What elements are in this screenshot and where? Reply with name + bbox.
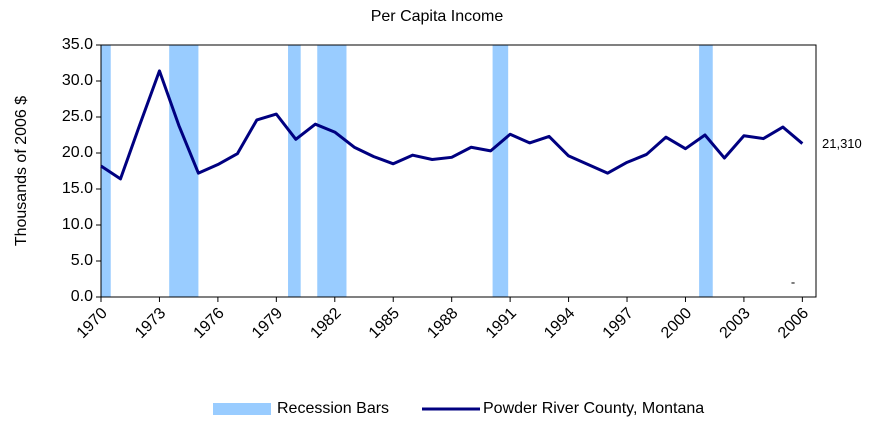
series-line: [100, 69, 804, 181]
y-axis-label: Thousands of 2006 $: [13, 96, 30, 246]
y-tick-label: 20.0: [62, 144, 93, 161]
x-tick-label: 1970: [74, 305, 111, 342]
chart-title: Per Capita Income: [371, 8, 504, 25]
y-tick-label: 0.0: [71, 288, 93, 305]
y-tick-label: 35.0: [62, 36, 93, 53]
x-tick-label: 1973: [132, 305, 169, 342]
x-tick-label: 1988: [424, 305, 461, 342]
legend-swatch: [213, 403, 271, 415]
recession-bar: [288, 45, 301, 297]
recession-bar: [169, 45, 199, 297]
x-tick-label: 1994: [541, 305, 578, 342]
x-tick-label: 2000: [658, 305, 695, 342]
y-tick-label: 30.0: [62, 72, 93, 89]
recession-bar: [699, 45, 713, 297]
y-tick-label: 25.0: [62, 108, 93, 125]
y-tick-label: 15.0: [62, 180, 93, 197]
y-tick-label: 5.0: [71, 252, 93, 269]
x-tick-label: 1976: [191, 305, 228, 342]
recession-bar: [492, 45, 509, 297]
plot-area: [100, 44, 817, 298]
legend-label: Powder River County, Montana: [483, 400, 704, 417]
x-tick-label: 2006: [775, 305, 812, 342]
recession-bar: [317, 45, 347, 297]
x-tick-label: 1997: [600, 305, 637, 342]
legend-label: Recession Bars: [277, 400, 389, 417]
x-tick-label: 1991: [483, 305, 520, 342]
x-tick-label: 1985: [366, 305, 403, 342]
x-tick-label: 1979: [249, 305, 286, 342]
y-tick-label: 10.0: [62, 216, 93, 233]
x-tick-label: 2003: [717, 305, 754, 342]
data-label: 21,310: [822, 136, 862, 151]
annotation: -: [791, 274, 795, 289]
x-tick-label: 1982: [307, 305, 344, 342]
